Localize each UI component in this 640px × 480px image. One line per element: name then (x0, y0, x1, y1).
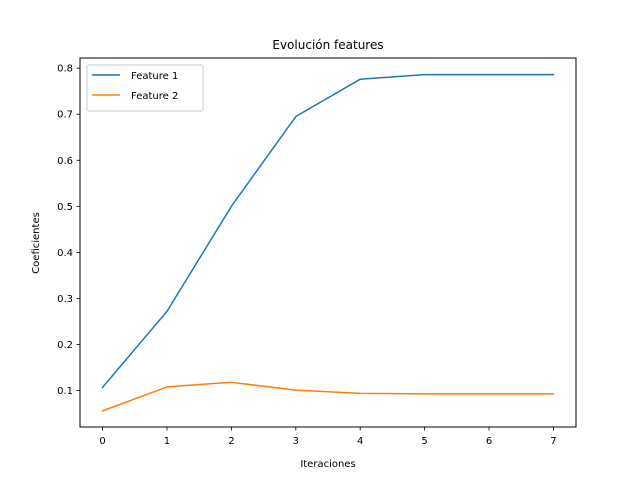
series-line-feature-1 (101, 73, 555, 389)
x-axis-ticks: 0 1 2 3 4 5 6 7 (99, 427, 557, 447)
x-tick-label: 2 (228, 436, 234, 447)
y-tick-label: 0.4 (57, 248, 73, 259)
legend-label: Feature 2 (131, 91, 178, 102)
y-tick-label: 0.3 (57, 294, 73, 305)
x-axis-label: Iteraciones (300, 459, 355, 470)
y-tick-label: 0.2 (57, 340, 73, 351)
chart-title: Evolución features (272, 38, 383, 52)
x-tick-label: 1 (164, 436, 170, 447)
y-tick-label: 0.6 (57, 156, 73, 167)
series-line-feature-2 (101, 381, 555, 412)
plot-frame (79, 57, 577, 428)
x-tick-label: 6 (486, 436, 492, 447)
y-axis-label: Coeficientes (31, 212, 42, 274)
y-tick-label: 0.1 (57, 386, 73, 397)
y-axis-ticks: 0.1 0.2 0.3 0.4 0.5 0.6 0.7 0.8 (57, 64, 80, 397)
x-tick-label: 5 (421, 436, 427, 447)
legend: Feature 1 Feature 2 (86, 64, 204, 112)
y-tick-label: 0.7 (57, 110, 73, 121)
y-tick-label: 0.5 (57, 202, 73, 213)
x-tick-label: 4 (357, 436, 363, 447)
x-tick-label: 7 (550, 436, 556, 447)
plot-area (80, 58, 576, 427)
x-tick-label: 3 (293, 436, 299, 447)
y-tick-label: 0.8 (57, 64, 73, 75)
series-layer (101, 73, 555, 412)
legend-label: Feature 1 (131, 71, 178, 82)
x-tick-label: 0 (99, 436, 105, 447)
legend-box (86, 64, 204, 112)
